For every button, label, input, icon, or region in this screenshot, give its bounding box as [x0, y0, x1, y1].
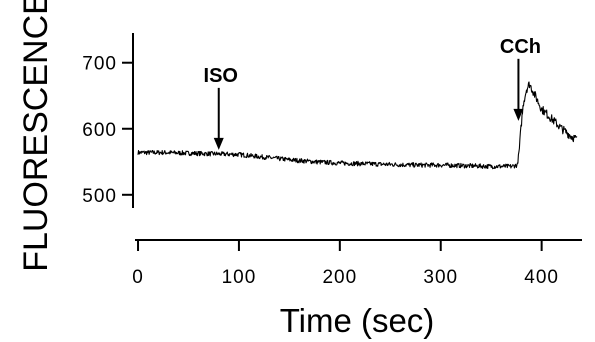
fluorescence-trace: [137, 81, 578, 170]
x-tick-label-300: 300: [423, 267, 458, 288]
y-tick-label-500: 500: [82, 186, 117, 207]
annotations: ISO CCh: [204, 36, 541, 150]
y-axis-ticks: 500 600 700: [82, 54, 133, 207]
x-tick-label-200: 200: [322, 267, 357, 288]
x-axis-ticks: 0 100 200 300 400: [132, 240, 559, 288]
y-axis-title: FLUORESCENCE: [17, 0, 55, 272]
iso-arrow-head: [213, 137, 224, 150]
x-tick-label-100: 100: [222, 267, 257, 288]
x-axis-title: Time (sec): [280, 302, 435, 339]
iso-label: ISO: [204, 65, 238, 87]
y-tick-label-700: 700: [82, 54, 117, 75]
cch-arrow-head: [513, 108, 524, 121]
cch-label: CCh: [500, 36, 541, 58]
x-tick-label-0: 0: [132, 267, 144, 288]
y-tick-label-600: 600: [82, 120, 117, 141]
x-tick-label-400: 400: [524, 267, 559, 288]
